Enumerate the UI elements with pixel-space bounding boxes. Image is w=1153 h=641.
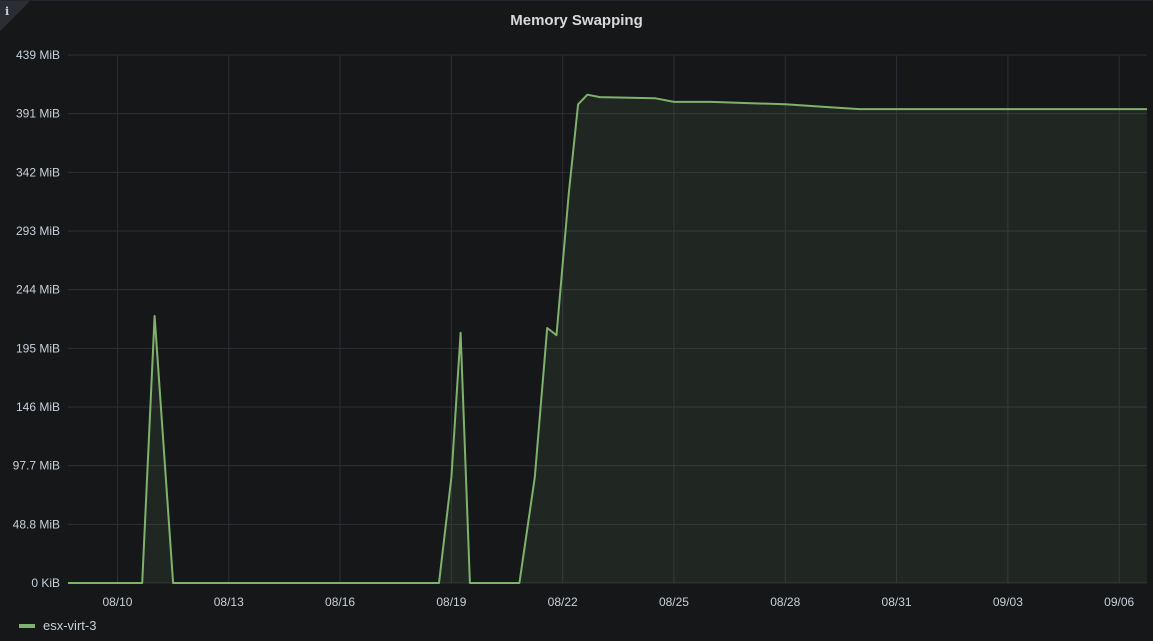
- x-tick-label: 09/06: [1104, 595, 1134, 609]
- panel-title[interactable]: Memory Swapping: [510, 12, 643, 29]
- y-tick-label: 391 MiB: [16, 107, 60, 121]
- info-icon[interactable]: i: [5, 5, 10, 18]
- x-tick-label: 08/13: [214, 595, 244, 609]
- x-tick-label: 08/16: [325, 595, 355, 609]
- y-tick-label: 342 MiB: [16, 165, 60, 179]
- y-tick-label: 0 KiB: [31, 576, 60, 590]
- x-tick-label: 09/03: [993, 595, 1023, 609]
- y-tick-label: 146 MiB: [16, 400, 60, 414]
- y-tick-label: 195 MiB: [16, 341, 60, 355]
- series-line: [68, 93, 1147, 584]
- y-tick-label: 439 MiB: [16, 48, 60, 62]
- info-corner[interactable]: [0, 1, 30, 31]
- series-area: [68, 94, 1147, 583]
- x-tick-label: 08/25: [659, 595, 689, 609]
- y-tick-label: 48.8 MiB: [13, 517, 60, 531]
- x-tick-label: 08/28: [770, 595, 800, 609]
- legend: esx-virt-3: [19, 618, 96, 633]
- x-tick-label: 08/10: [102, 595, 132, 609]
- x-tick-label: 08/22: [548, 595, 578, 609]
- legend-swatch[interactable]: [19, 623, 35, 628]
- y-tick-label: 293 MiB: [16, 224, 60, 238]
- legend-label[interactable]: esx-virt-3: [43, 618, 97, 633]
- x-tick-label: 08/31: [882, 595, 912, 609]
- x-tick-label: 08/19: [436, 595, 466, 609]
- y-tick-label: 244 MiB: [16, 283, 60, 297]
- y-tick-label: 97.7 MiB: [13, 459, 60, 473]
